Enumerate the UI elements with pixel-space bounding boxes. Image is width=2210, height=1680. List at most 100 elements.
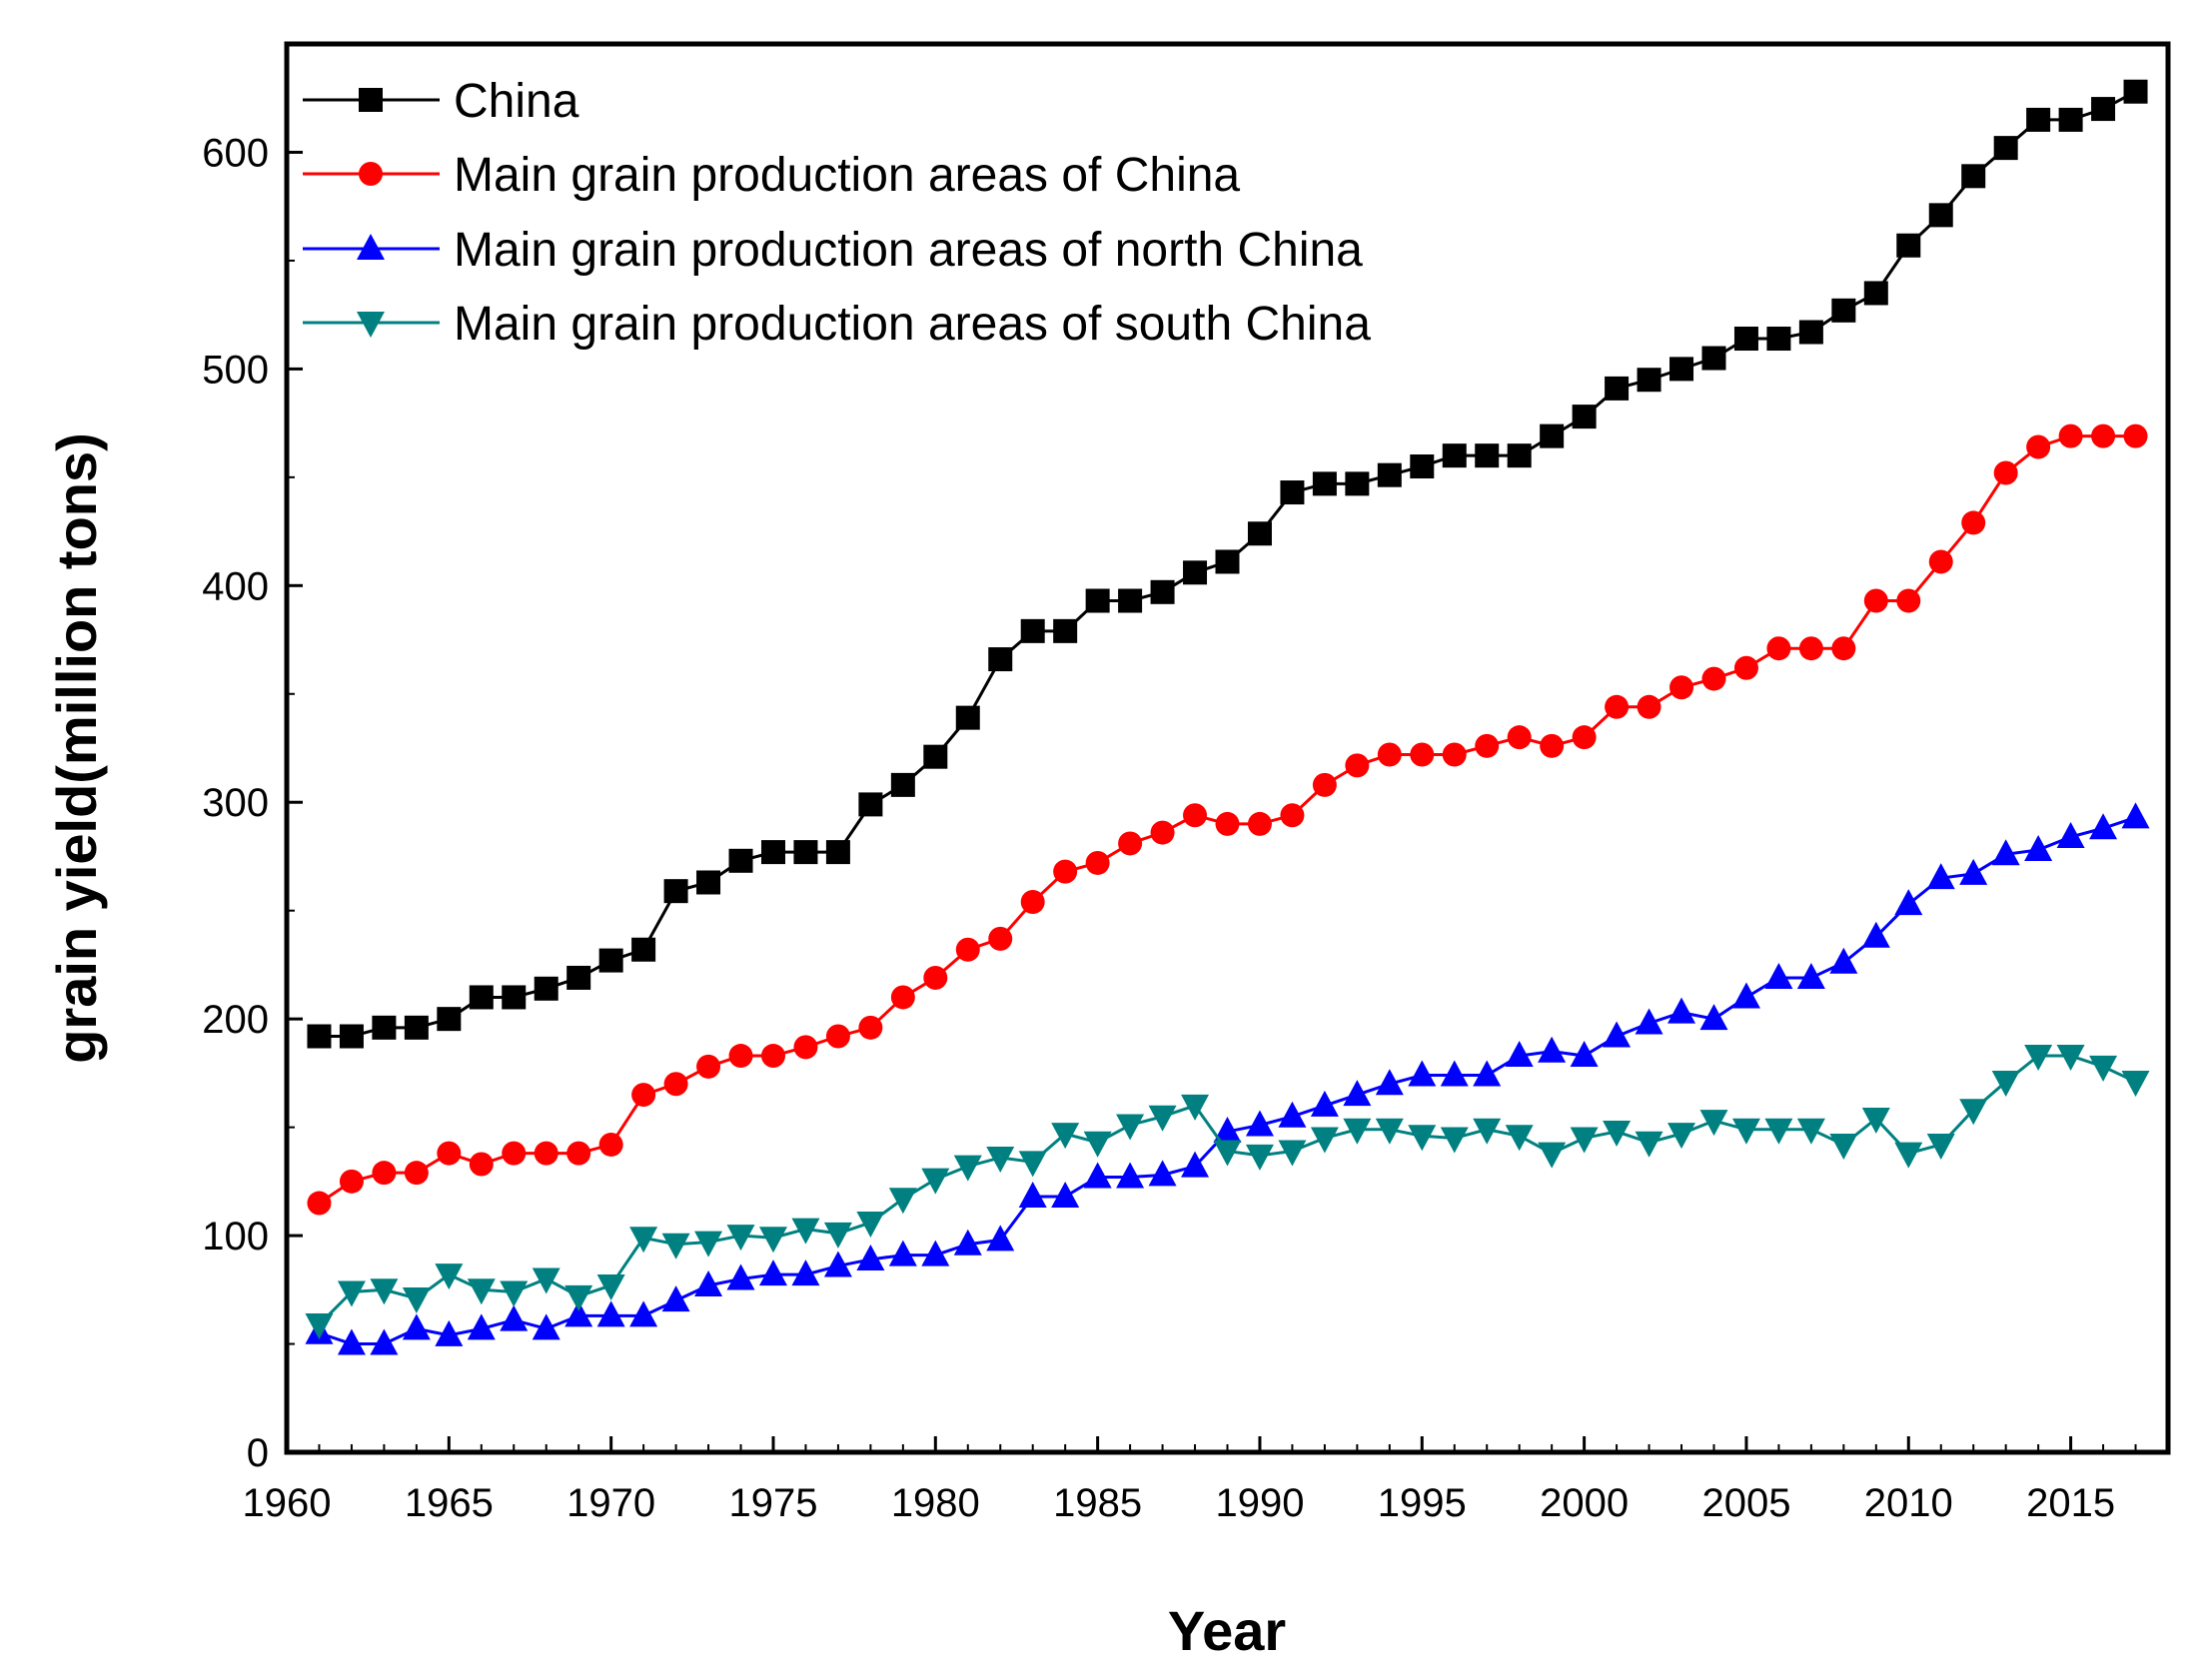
data-point bbox=[823, 1222, 852, 1249]
data-point bbox=[726, 1263, 755, 1290]
legend-label: Main grain production areas of south Chi… bbox=[454, 298, 1371, 351]
data-point bbox=[435, 1263, 464, 1290]
data-point bbox=[1764, 962, 1793, 989]
data-point bbox=[1540, 733, 1565, 758]
x-tick-label: 2000 bbox=[1540, 1481, 1629, 1525]
y-tick-label: 0 bbox=[247, 1431, 269, 1475]
data-point bbox=[2123, 79, 2148, 104]
data-point bbox=[2024, 834, 2053, 861]
data-point bbox=[1213, 1116, 1242, 1143]
data-point bbox=[1605, 694, 1630, 719]
data-point bbox=[305, 1313, 334, 1340]
data-point bbox=[1020, 618, 1045, 643]
data-point bbox=[1637, 368, 1661, 393]
data-point bbox=[1183, 803, 1208, 828]
data-point bbox=[1669, 357, 1694, 382]
data-point bbox=[467, 1313, 496, 1340]
data-point bbox=[534, 976, 558, 1001]
data-point bbox=[791, 1218, 820, 1245]
axis-tick-labels: 1960 1965 1970 1975 1980 1985 1990 1995 2000 2005… bbox=[202, 131, 2115, 1525]
y-tick-label: 100 bbox=[202, 1215, 269, 1259]
data-point bbox=[469, 985, 494, 1010]
data-point bbox=[1440, 1060, 1469, 1087]
data-point bbox=[696, 870, 721, 895]
data-point bbox=[791, 1260, 820, 1286]
data-point bbox=[307, 1191, 332, 1216]
data-point bbox=[1377, 462, 1402, 487]
data-point bbox=[1278, 1140, 1307, 1167]
data-point bbox=[758, 1227, 787, 1254]
x-tick-label: 2010 bbox=[1864, 1481, 1953, 1525]
data-point bbox=[1991, 839, 2020, 866]
data-point bbox=[402, 1313, 431, 1340]
legend-marker bbox=[359, 88, 383, 112]
data-point bbox=[339, 1024, 364, 1049]
data-point bbox=[1766, 327, 1791, 352]
y-axis-title: grain yield(million tons) bbox=[45, 432, 108, 1064]
data-point bbox=[726, 1225, 755, 1252]
data-point bbox=[1896, 588, 1921, 613]
data-point bbox=[1635, 1131, 1663, 1158]
data-point bbox=[564, 1300, 593, 1327]
data-point bbox=[1570, 1041, 1599, 1068]
data-point bbox=[760, 840, 785, 865]
legend-entry: Main grain production areas of south Chi… bbox=[303, 298, 1371, 351]
data-point bbox=[1148, 1160, 1177, 1187]
data-point bbox=[2091, 97, 2116, 122]
data-point bbox=[1083, 1131, 1112, 1158]
data-point bbox=[564, 1284, 593, 1311]
data-point bbox=[502, 985, 527, 1010]
data-point bbox=[2058, 423, 2083, 448]
y-tick-label: 500 bbox=[202, 348, 269, 392]
data-point bbox=[566, 1141, 591, 1166]
data-point bbox=[1637, 694, 1661, 719]
data-point bbox=[1993, 136, 2018, 161]
series-line bbox=[318, 815, 2137, 1346]
data-point bbox=[1310, 1127, 1339, 1154]
legend-marker bbox=[357, 312, 385, 338]
y-tick-label: 600 bbox=[202, 131, 269, 175]
data-point bbox=[1345, 753, 1370, 778]
data-point bbox=[2089, 1055, 2118, 1082]
data-point bbox=[2026, 434, 2051, 459]
data-point bbox=[1959, 1099, 1988, 1126]
data-point bbox=[1018, 1151, 1047, 1178]
x-tick-label: 1980 bbox=[891, 1481, 980, 1525]
series-0 bbox=[307, 79, 2148, 1049]
data-point bbox=[1245, 1110, 1274, 1137]
data-point bbox=[661, 1285, 690, 1312]
data-point bbox=[1928, 549, 1953, 574]
data-point bbox=[1731, 982, 1760, 1009]
data-point bbox=[598, 1132, 623, 1157]
data-point bbox=[437, 1007, 462, 1032]
data-point bbox=[1699, 1110, 1728, 1137]
legend-label: Main grain production areas of north Chi… bbox=[454, 224, 1363, 277]
data-point bbox=[1766, 636, 1791, 661]
data-point bbox=[1829, 947, 1858, 974]
data-point bbox=[1701, 346, 1726, 371]
data-point bbox=[1150, 820, 1175, 845]
data-point bbox=[1667, 1123, 1696, 1150]
data-point bbox=[1375, 1069, 1404, 1096]
data-point bbox=[1896, 233, 1921, 258]
data-point bbox=[2123, 423, 2148, 448]
data-point bbox=[1829, 1133, 1858, 1160]
data-point bbox=[629, 1300, 658, 1327]
data-point bbox=[694, 1231, 723, 1258]
legend-marker bbox=[357, 234, 385, 260]
data-point bbox=[1991, 1071, 2020, 1098]
data-point bbox=[1928, 203, 1953, 228]
data-point bbox=[1280, 480, 1305, 505]
data-point bbox=[1408, 1125, 1437, 1152]
data-point bbox=[1215, 549, 1240, 574]
data-point bbox=[1085, 850, 1110, 875]
data-point bbox=[856, 1212, 885, 1239]
data-point bbox=[1475, 443, 1500, 468]
data-point bbox=[955, 705, 980, 730]
data-point bbox=[1505, 1125, 1534, 1152]
data-point bbox=[2121, 802, 2150, 829]
x-tick-label: 1985 bbox=[1053, 1481, 1142, 1525]
data-point bbox=[404, 1161, 429, 1186]
legend-entry: Main grain production areas of China bbox=[303, 149, 1240, 202]
data-point bbox=[955, 937, 980, 962]
